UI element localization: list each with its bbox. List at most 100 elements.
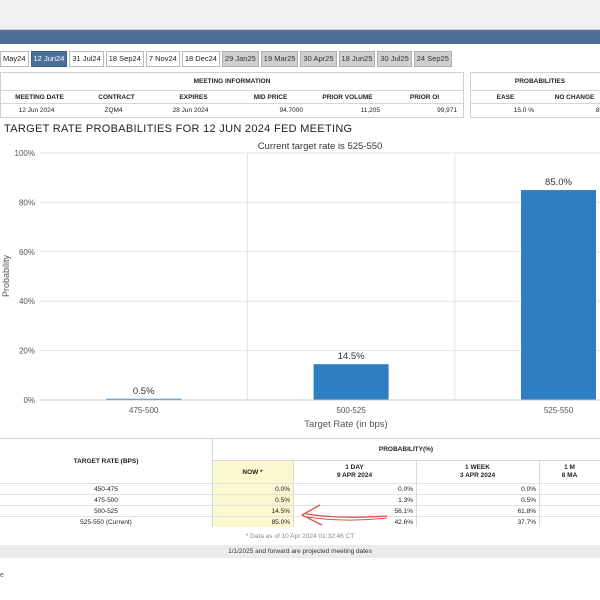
browser-top-bar: [0, 0, 600, 30]
one-day-cell: 56.1%: [394, 507, 413, 515]
bar-value-label: 85.0%: [545, 177, 572, 188]
tab-12-jun24[interactable]: 12 Jun24: [30, 51, 68, 67]
bar-value-label: 14.5%: [338, 351, 365, 362]
y-tick-label: 100%: [15, 149, 35, 158]
meeting-info-header-0: MEETING DATE: [1, 91, 78, 104]
col-date: 9 APR 2024: [336, 472, 373, 479]
table-row: 500-525 14.5% 56.1% 61.8%: [0, 505, 600, 516]
target-rate-cell: 475-500: [94, 496, 118, 504]
tab-19-mar25[interactable]: 19 Mar25: [260, 51, 299, 67]
now-cell: 0.5%: [212, 495, 293, 505]
tab-30-jul25[interactable]: 30 Jul25: [377, 51, 412, 67]
meeting-info-value-5: 99,971: [437, 107, 457, 114]
x-axis-title: Target Rate (in bps): [304, 419, 387, 430]
meeting-info-header-5: PRIOR OI: [386, 91, 463, 104]
probabilities-header-0: EASE: [471, 91, 540, 104]
one-week-cell: 37.7%: [517, 518, 536, 526]
col-now-header: NOW *: [212, 461, 293, 483]
target-rate-cell: 525-550 (Current): [80, 518, 132, 526]
header-band: [0, 30, 600, 44]
one-day-cell: 0.0%: [398, 485, 413, 493]
y-axis-title: Probability: [1, 254, 11, 297]
table-row: 525-550 (Current) 85.0% 42.6% 37.7%: [0, 516, 600, 527]
bar-475-500[interactable]: [106, 398, 182, 400]
x-tick-label: 500-525: [336, 406, 366, 415]
prob-table-header-row: PROBABILITY(%) TARGET RATE (BPS): [0, 439, 600, 465]
tab-18-dec24[interactable]: 18 Dec24: [181, 51, 220, 67]
col-date: 8 MA: [561, 472, 578, 479]
tab-18-sep24[interactable]: 18 Sep24: [105, 51, 144, 67]
column-divider: [539, 461, 540, 527]
bottom-text: e: [0, 572, 4, 579]
meeting-date-tabs: May24 12 Jun24 31 Jul24 18 Sep24 7 Nov24 18 D…: [0, 51, 452, 67]
x-tick-label: 525-550: [544, 406, 574, 415]
meeting-info-header-1: CONTRACT: [78, 91, 155, 104]
col-col_1day-header: 1 DAY 9 APR 2024: [293, 461, 416, 483]
meeting-info-header-2: EXPIRES: [155, 91, 232, 104]
one-day-cell: 42.6%: [394, 518, 413, 526]
target-rate-cell: 500-525: [94, 507, 118, 515]
table-row: 450-475 0.0% 0.0% 0.0%: [0, 483, 600, 494]
y-tick-label: 0%: [23, 396, 35, 405]
probabilities-title: PROBABILITIES: [471, 73, 600, 91]
meeting-info-values: 12 Jun 2024 ZQM4 28 Jun 2024 94.7000 11,205 9…: [1, 104, 463, 117]
chart-title: TARGET RATE PROBABILITIES FOR 12 JUN 202…: [4, 123, 353, 135]
bar-value-label: 0.5%: [133, 386, 155, 397]
target-rate-chart: Current target rate is 525-550 0% 20% 40% 60…: [1, 141, 600, 430]
probability-header: PROBABILITY(%): [212, 439, 600, 461]
tab-29-jan25[interactable]: 29 Jan25: [221, 51, 259, 67]
col-label: 1 M: [564, 464, 575, 471]
meeting-info-value-3: 94.7000: [279, 107, 304, 114]
one-week-cell: 0.0%: [521, 485, 536, 493]
now-cell: 0.0%: [212, 484, 293, 494]
y-tick-label: 40%: [19, 297, 35, 306]
meeting-info-value-2: 28 Jun 2024: [172, 107, 209, 114]
data-timestamp-note: * Data as of 10 Apr 2024 01:32:46 CT: [245, 533, 355, 540]
y-tick-label: 20%: [19, 347, 35, 356]
table-row: 475-500 0.5% 1.3% 0.5%: [0, 494, 600, 505]
meeting-info-value-4: 11,205: [360, 107, 380, 114]
now-cell: 14.5%: [212, 506, 293, 516]
tab-24-sep25[interactable]: 24 Sep25: [413, 51, 452, 67]
col-date: 3 APR 2024: [459, 472, 496, 479]
col-label: 1 WEEK: [465, 464, 490, 471]
meeting-info-panel: MEETING INFORMATION MEETING DATE CONTRACT…: [0, 72, 464, 118]
column-divider: [416, 461, 417, 527]
tab-18-jun25[interactable]: 18 Jun25: [338, 51, 376, 67]
bar-500-525[interactable]: [313, 364, 389, 400]
y-tick-label: 60%: [19, 248, 35, 257]
col-label: 1 DAY: [345, 464, 364, 471]
meeting-info-value-1: ZQM4: [104, 107, 123, 114]
meeting-info-header-3: MID PRICE: [232, 91, 309, 104]
bar-525-550[interactable]: [521, 190, 597, 400]
meeting-info-header-4: PRIOR VOLUME: [309, 91, 386, 104]
now-cell: 85.0%: [212, 517, 293, 527]
one-week-cell: 61.8%: [517, 507, 536, 515]
tab-7-nov24[interactable]: 7 Nov24: [145, 51, 180, 67]
probabilities-value-1: 85: [595, 107, 600, 114]
target-rate-header: TARGET RATE (BPS): [73, 457, 139, 465]
probabilities-header-1: NO CHANGE: [540, 91, 600, 104]
one-day-cell: 1.3%: [398, 496, 413, 504]
probabilities-values: 15.0 % 85: [471, 104, 600, 117]
tab-may24[interactable]: May24: [0, 51, 29, 67]
target-rate-cell: 450-475: [94, 485, 118, 493]
one-week-cell: 0.5%: [521, 496, 536, 504]
chart-subtitle: Current target rate is 525-550: [258, 141, 383, 152]
y-tick-label: 80%: [19, 198, 35, 207]
projected-dates-note: 1/1/2025 and forward are projected meeti…: [0, 545, 600, 558]
meeting-info-title: MEETING INFORMATION: [1, 73, 463, 91]
tab-31-jul24[interactable]: 31 Jul24: [69, 51, 104, 67]
probabilities-value-0: 15.0 %: [513, 107, 534, 114]
col-col_1week-header: 1 WEEK 3 APR 2024: [416, 461, 539, 483]
tab-30-apr25[interactable]: 30 Apr25: [300, 51, 337, 67]
column-divider: [212, 439, 213, 527]
x-tick-label: 475-500: [129, 406, 159, 415]
column-divider: [293, 461, 294, 527]
probability-table: PROBABILITY(%) TARGET RATE (BPS) NOW * 1 DA…: [0, 438, 600, 560]
meeting-info-headers: MEETING DATE CONTRACT EXPIRES MID PRICE PRIO…: [1, 91, 463, 104]
meeting-info-value-0: 12 Jun 2024: [18, 107, 55, 114]
